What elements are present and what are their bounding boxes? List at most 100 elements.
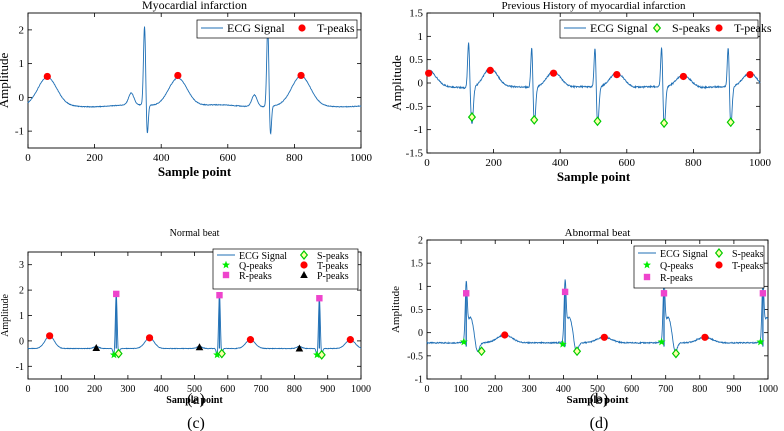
- chart-1-xtick-label: 1000: [749, 157, 772, 169]
- chart-2-legend-label: ECG Signal: [239, 251, 287, 262]
- chart-3-s-peaks-point: [572, 346, 582, 357]
- chart-0-xtick-label: 200: [86, 152, 103, 164]
- chart-2-s-peaks-point: [114, 348, 123, 359]
- chart-3-q-peaks-point: [558, 340, 567, 348]
- chart-3-q-peaks-point: [657, 337, 666, 346]
- chart-1-xtick-label: 400: [552, 157, 569, 169]
- chart-1-ylabel: Amplitude: [389, 55, 404, 111]
- chart-1-legend-label: S-peaks: [672, 21, 710, 35]
- chart-1-legend-s-peaks-swatch: [652, 23, 662, 33]
- chart-0-legend-t-peaks-swatch: [298, 24, 306, 32]
- chart-1-legend-label: T-peaks: [734, 21, 772, 35]
- chart-2-xtick-label: 300: [120, 384, 135, 395]
- chart-2-legend-box: [212, 248, 359, 290]
- chart-1-ytick-label: 1: [418, 31, 424, 43]
- chart-3-legend-s-peaks-swatch: [714, 248, 724, 258]
- chart-1-t-peaks-point: [425, 69, 433, 77]
- chart-1-s-peaks-point: [660, 118, 669, 129]
- chart-0-axes-box: [27, 12, 362, 149]
- chart-2-title: Normal beat: [170, 228, 220, 239]
- chart-1-xtick-label: 600: [619, 157, 636, 169]
- caption-a-text: (a): [187, 391, 205, 408]
- chart-2-xtick-label: 500: [187, 384, 202, 395]
- chart-2-ytick-label: -1: [16, 362, 24, 373]
- chart-1-xlabel: Sample point: [557, 169, 631, 184]
- chart-2-t-peaks-point: [346, 336, 354, 344]
- chart-0-xtick-label: 1000: [350, 152, 373, 164]
- chart-2-legend-label: R-peaks: [239, 271, 272, 282]
- chart-3-xtick-label: 600: [624, 384, 639, 395]
- chart-1-ytick-label: 1.5: [409, 8, 423, 20]
- chart-0-ytick-label: 2: [19, 24, 25, 36]
- chart-2-t-peaks-point: [145, 334, 154, 342]
- chart-2-xtick-label: 600: [220, 384, 235, 395]
- chart-0-title: Myocardial infarction: [142, 0, 247, 12]
- chart-3-xtick-label: 300: [522, 384, 537, 395]
- chart-2-legend-p-peaks-swatch: [300, 271, 308, 278]
- chart-2-r-peaks-point: [113, 290, 120, 298]
- chart-3-r-peaks-point: [463, 290, 470, 297]
- chart-3-ytick-label: 2: [418, 236, 423, 247]
- chart-2-legend-t-peaks-swatch: [300, 261, 308, 269]
- chart-1-s-peaks-point: [530, 114, 539, 125]
- chart-3-xtick-label: 800: [692, 384, 707, 395]
- chart-2-xtick-label: 700: [254, 384, 269, 395]
- chart-1-title: Previous History of myocardial infarctio…: [502, 0, 686, 12]
- chart-0-t-peaks-point: [297, 71, 305, 80]
- chart-0-legend-box: [196, 19, 358, 39]
- chart-0-xlabel: Sample point: [158, 164, 232, 179]
- chart-2-p-peaks-point: [295, 344, 304, 352]
- chart-1-ecg-signal-line: [426, 42, 761, 128]
- chart-2-q-peaks-point: [213, 350, 222, 359]
- chart-3-ylabel: Amplitude: [390, 286, 402, 333]
- chart-0-t-peaks-point: [43, 72, 51, 81]
- chart-3-r-peaks-point: [660, 290, 668, 297]
- chart-2-ytick-label: 2: [19, 286, 24, 297]
- chart-2-xtick-label: 200: [87, 384, 102, 395]
- chart-3-ytick-label: 0.5: [411, 305, 424, 316]
- chart-2-xtick-label: 100: [54, 384, 69, 395]
- chart-3-ecg-signal-line: [426, 279, 769, 353]
- chart-0-legend-label: ECG Signal: [227, 21, 285, 35]
- chart-2-t-peaks-point: [246, 336, 255, 344]
- chart-1-ytick-label: 0: [418, 78, 424, 90]
- chart-3-t-peaks-point: [501, 331, 509, 339]
- chart-2-ytick-label: 3: [19, 260, 24, 271]
- chart-1-t-peaks-point: [746, 71, 754, 79]
- caption-c-text: (c): [187, 415, 205, 431]
- caption-d-text: (d): [590, 415, 609, 431]
- chart-3-xtick-label: 400: [556, 384, 571, 395]
- chart-0-ytick-label: 1: [19, 58, 25, 70]
- chart-1-t-peaks-point: [613, 71, 621, 79]
- chart-0-t-peaks-point: [174, 71, 182, 80]
- chart-2-xtick-label: 1000: [351, 384, 371, 395]
- chart-1-t-peaks-point: [679, 72, 688, 81]
- chart-0-xtick-label: 800: [286, 152, 303, 164]
- chart-3-xtick-label: 500: [590, 384, 605, 395]
- chart-3-legend-label: S-peaks: [732, 249, 764, 260]
- chart-3-legend-q-peaks-swatch: [643, 260, 651, 269]
- chart-1-legend-label: ECG Signal: [590, 21, 648, 35]
- chart-3-title: Abnormal beat: [565, 227, 631, 239]
- chart-3-ytick-label: 1.5: [411, 259, 424, 270]
- chart-3-ytick-label: -0.5: [407, 351, 423, 362]
- chart-2-r-peaks-point: [316, 295, 323, 302]
- chart-2-t-peaks-point: [46, 332, 54, 340]
- chart-3-legend-label: R-peaks: [660, 273, 693, 284]
- chart-3-s-peaks-point: [671, 348, 681, 359]
- chart-2-ytick-label: 0: [19, 336, 24, 347]
- chart-1-xtick-label: 200: [485, 157, 502, 169]
- chart-3-t-peaks-point: [600, 333, 608, 341]
- chart-2-legend-label: S-peaks: [317, 251, 349, 262]
- chart-3-s-peaks-point: [477, 346, 486, 357]
- chart-3-xtick-label: 1000: [758, 384, 778, 395]
- caption-b-text: (b): [590, 391, 609, 408]
- chart-1-ytick-label: -0.5: [406, 101, 424, 113]
- chart-2-ytick-label: 1: [19, 311, 24, 322]
- chart-1-ytick-label: -1.5: [406, 148, 424, 160]
- chart-2-xtick-label: 0: [26, 384, 31, 395]
- chart-1-t-peaks-point: [549, 69, 558, 77]
- chart-3-legend-label: ECG Signal: [660, 249, 708, 260]
- chart-2-s-peaks-point: [217, 348, 226, 359]
- chart-0-ytick-label: -1: [15, 126, 24, 138]
